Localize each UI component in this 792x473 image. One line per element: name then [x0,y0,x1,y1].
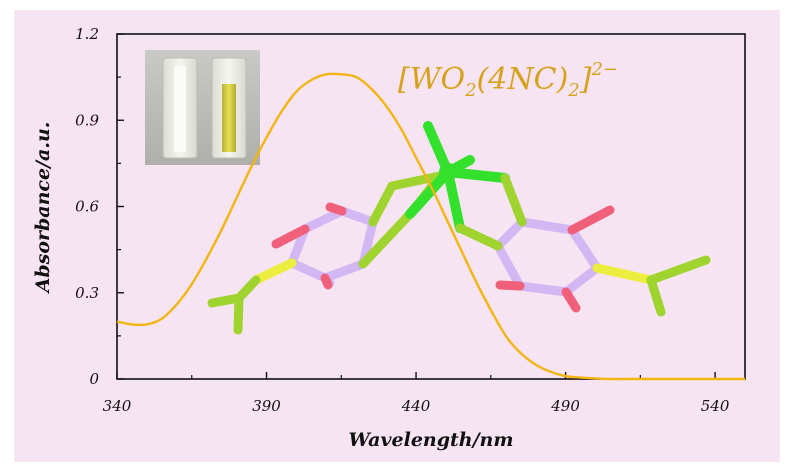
complex-label: [WO2(4NC)2]2− [398,59,618,101]
x-tick-label: 440 [401,397,431,415]
complex-label-sub2: 2 [567,80,579,101]
x-axis: 340 390 440 490 540 [103,372,730,415]
y-axis-title: Absorbance/a.u. [32,122,54,295]
complex-label-close: ] [579,62,592,97]
x-tick-label: 390 [252,397,281,415]
tungsten-atom [439,163,457,181]
y-tick-label: 0.6 [75,198,99,216]
right-methyl [646,255,711,317]
y-tick-label: 1.2 [75,25,99,43]
cuvette-photo [145,50,260,165]
molecular-structure [207,121,711,335]
x-tick-label: 340 [103,397,132,415]
x-tick-label: 490 [550,397,580,415]
cuvette-sample [211,57,247,159]
left-nitrogen [251,258,297,285]
left-ring [287,206,378,288]
x-tick-label: 540 [701,397,730,415]
right-ring [493,173,602,297]
cuvette-blank [162,57,198,159]
y-axis: 0 0.3 0.6 0.9 1.2 [75,25,124,388]
complex-label-mid: (4NC) [477,62,569,97]
y-tick-label: 0.9 [75,111,99,129]
right-chelate-bonds [455,173,527,251]
figure-background [14,10,780,462]
complex-label-charge: 2− [590,59,618,80]
complex-label-main: [WO [398,62,465,97]
right-nitrogen [592,263,656,285]
y-tick-label: 0 [89,370,99,388]
left-methyl [207,275,261,335]
left-oxygens [271,202,347,290]
absorbance-curve [116,72,745,381]
right-oxygens [495,205,615,313]
y-tick-label: 0.3 [75,284,99,302]
complex-label-sub1: 2 [464,80,476,101]
x-axis-title: Wavelength/nm [349,429,514,451]
